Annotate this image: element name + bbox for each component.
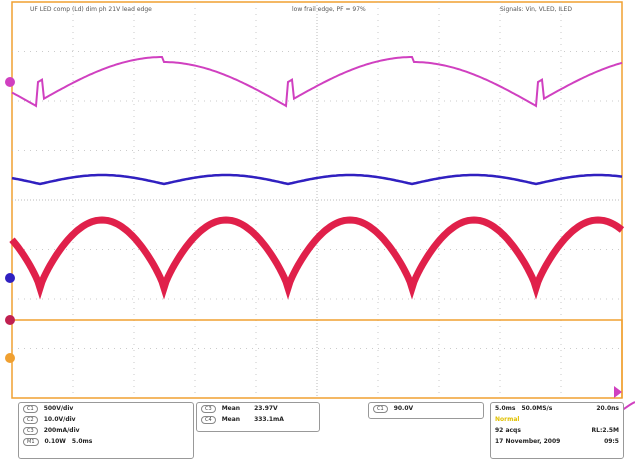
m1-marker [5,353,15,363]
c1-marker [5,77,15,87]
acq-mode: Normal [495,416,519,423]
graticule [12,2,622,398]
trigger-marker [614,386,622,398]
acq-row: 92 acqs RL:2.5M [491,425,623,436]
trigger-row: C1 90.0V [369,403,483,414]
channel-label: C3 [23,427,38,435]
acq-row: 17 November, 2009 09:5 [491,436,623,447]
channel-scale: 0.10W [45,438,66,445]
measurement-value: 23.97V [254,405,278,412]
measurement-value: 333.1mA [254,416,284,423]
measurement-panel: C3 Mean 23.97V C4 Mean 333.1mA [196,402,320,432]
channel-scale: 10.0V/div [44,416,76,423]
acq-count: 92 acqs [495,427,521,434]
channel-scale: 200mA/div [44,427,80,434]
waveform-display [0,0,635,460]
channel-row: M1 0.10W 5.0ms [19,436,193,447]
channel-row: C3 200mA/div [19,425,193,436]
trigger-level: 90.0V [394,405,413,412]
record-length: RL:2.5M [592,427,619,434]
acq-time: 09:5 [604,438,619,445]
channel-label: M1 [23,438,39,446]
measurement-stat: Mean [222,405,240,412]
trigger-source: C1 [373,405,388,413]
acquisition-panel: 5.0ms 50.0MS/s 20.0ns Normal 92 acqs RL:2.5… [490,402,624,459]
measurement-row: C3 Mean 23.97V [197,403,319,414]
header-right: Signals: Vin, VLED, ILED [500,6,572,13]
header-left: UF LED comp (Ld) dim ph 21V lead edge [30,6,152,13]
trigger-panel: C1 90.0V [368,402,484,419]
channel-panel: C1 500V/div C2 10.0V/div C3 200mA/div M1 0.1… [18,402,194,459]
measurement-row: C4 Mean 333.1mA [197,414,319,425]
acq-row: 5.0ms 50.0MS/s 20.0ns [491,403,623,414]
acq-row: Normal [491,414,623,425]
measurement-source: C4 [201,416,216,424]
channel-time: 5.0ms [72,438,92,445]
oscilloscope-screen: UF LED comp (Ld) dim ph 21V lead edge lo… [0,0,635,460]
resolution: 20.0ns [596,405,619,412]
acq-date: 17 November, 2009 [495,438,560,445]
channel-scale: 500V/div [44,405,74,412]
timebase: 5.0ms [495,405,515,412]
c3-marker [5,315,15,325]
measurement-stat: Mean [222,416,240,423]
measurement-source: C3 [201,405,216,413]
channel-row: C1 500V/div [19,403,193,414]
sample-rate: 50.0MS/s [521,405,552,412]
channel-label: C1 [23,405,38,413]
header-center: low frail edge, PF = 97% [292,6,366,13]
channel-label: C2 [23,416,38,424]
channel-row: C2 10.0V/div [19,414,193,425]
c2-marker [5,273,15,283]
